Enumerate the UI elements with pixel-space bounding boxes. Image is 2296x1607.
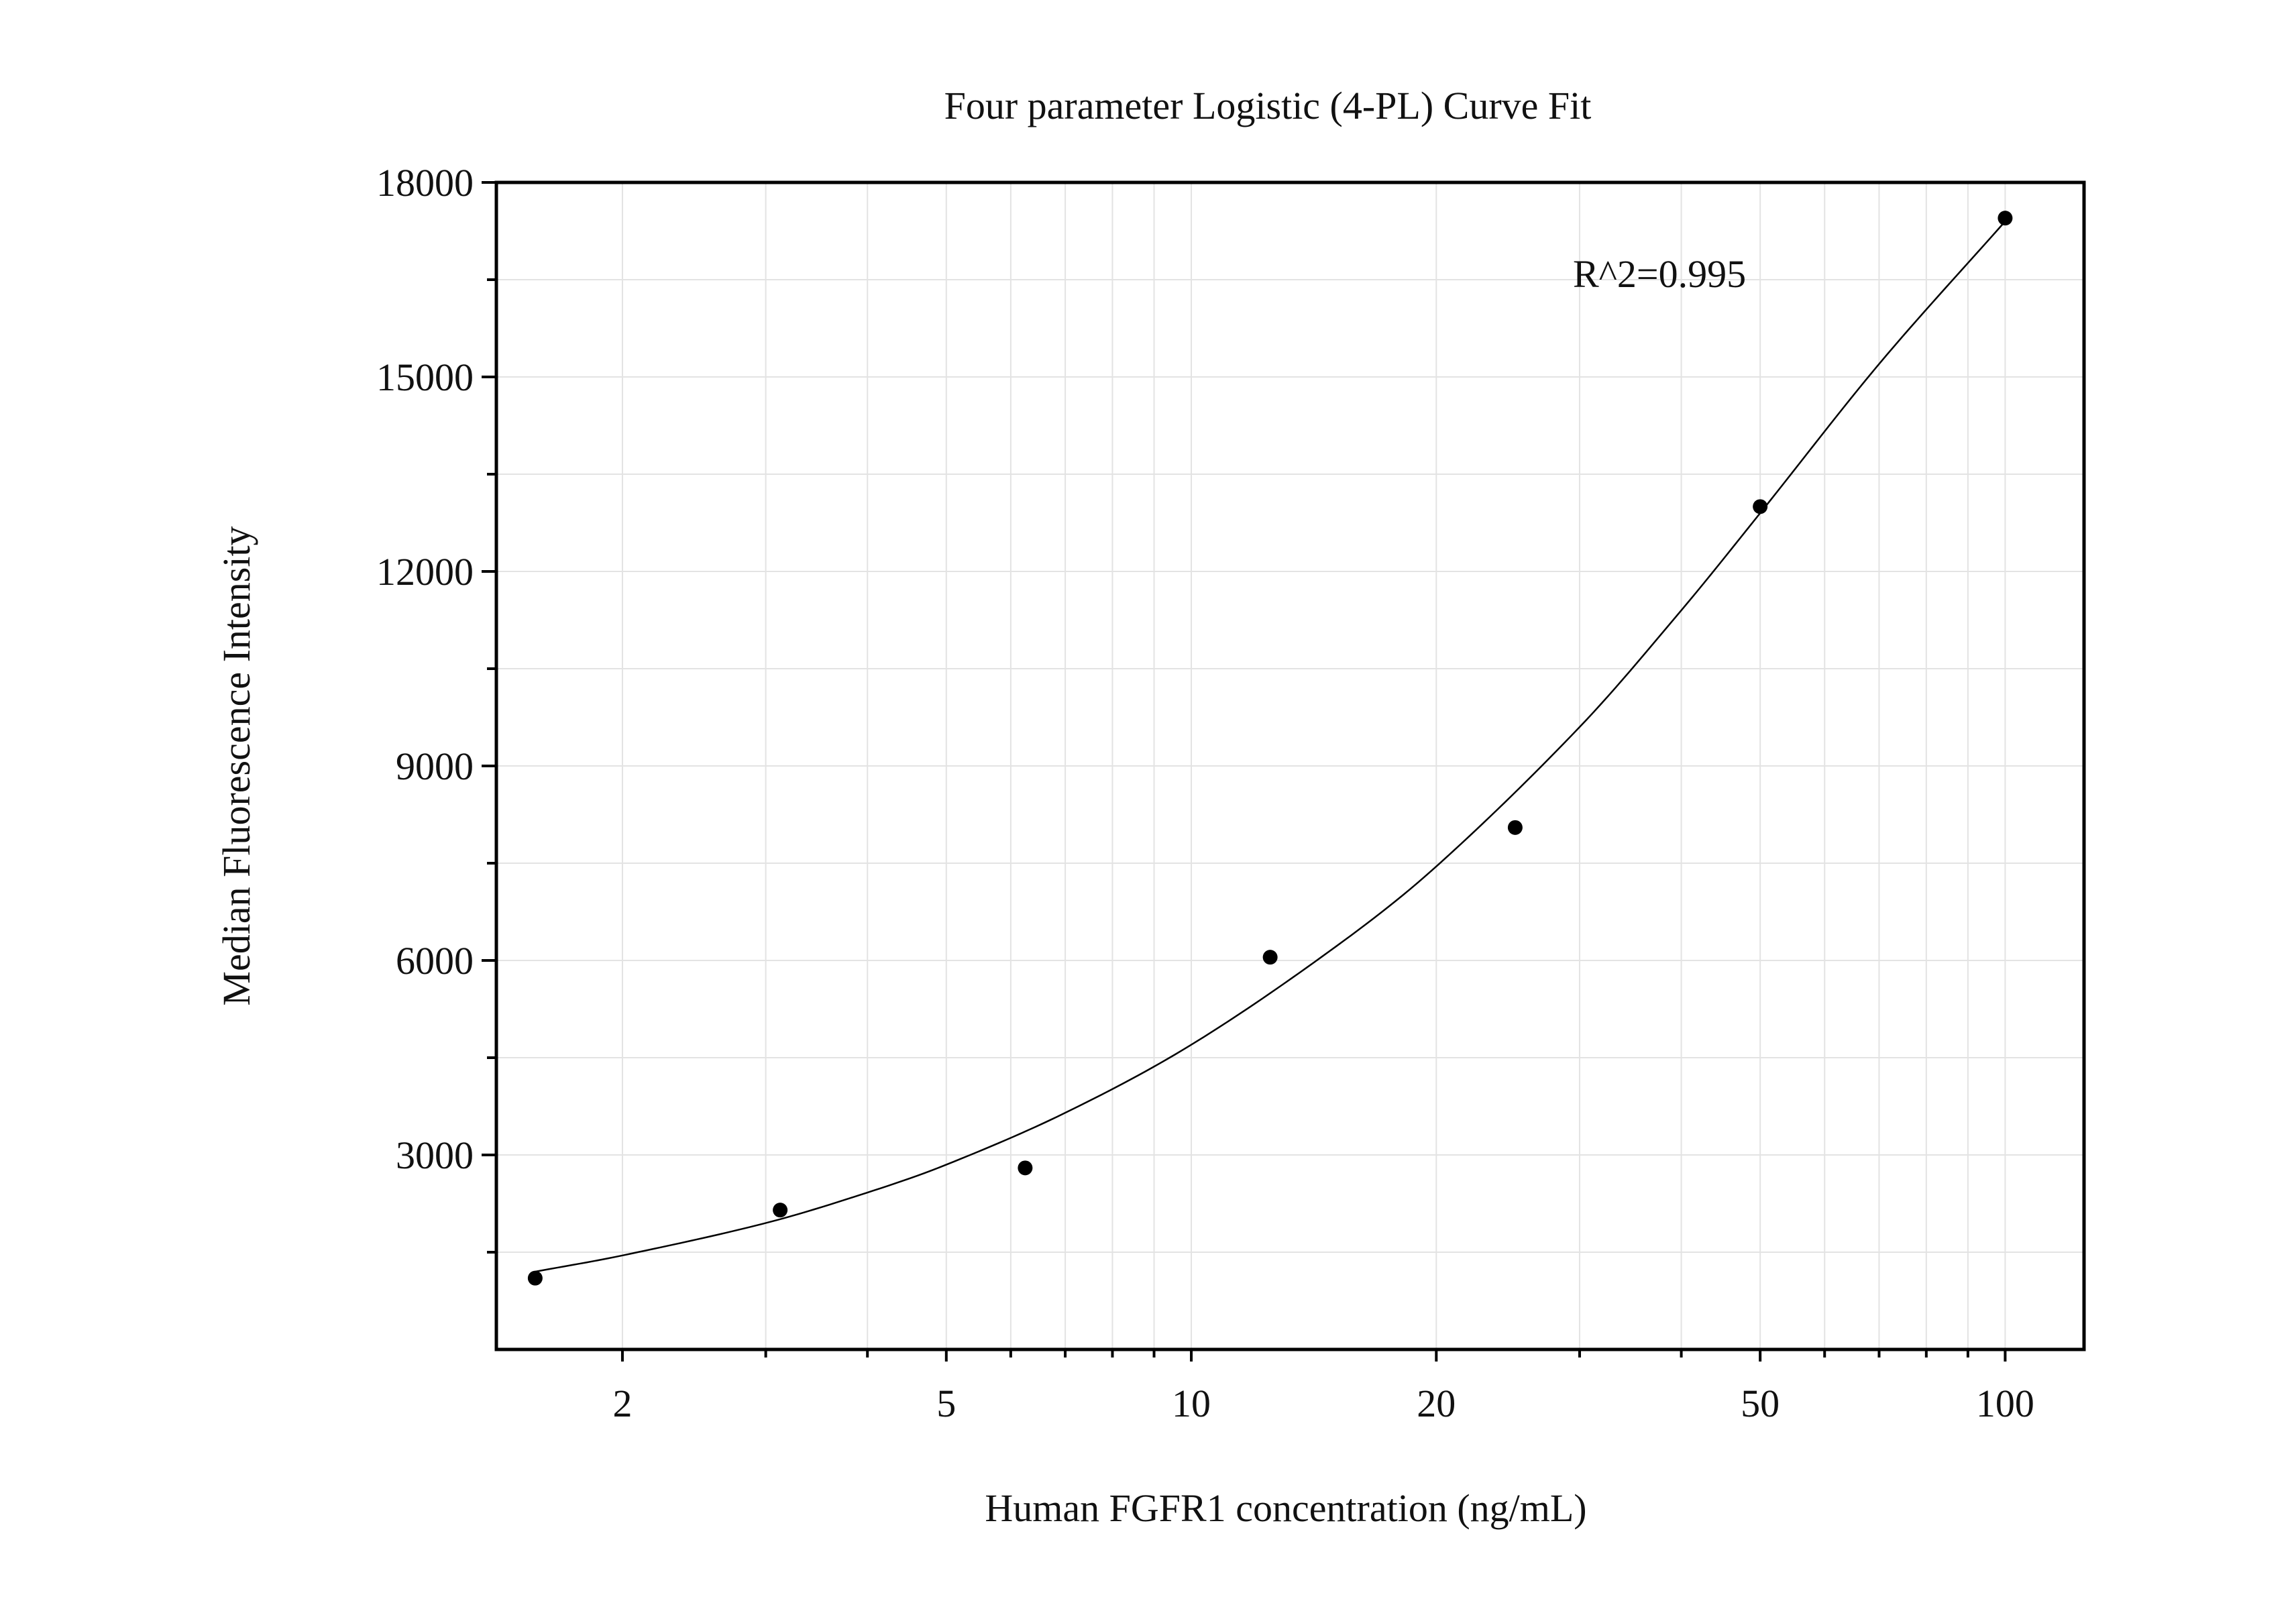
data-point [1262, 950, 1278, 965]
data-points [527, 211, 2013, 1286]
chart-title: Four parameter Logistic (4-PL) Curve Fit [944, 84, 1592, 127]
y-tick-label: 9000 [396, 744, 474, 788]
axis-ticks [482, 181, 2007, 1362]
data-point [1753, 499, 1768, 514]
data-point [1998, 211, 2013, 226]
x-tick-label: 100 [1976, 1382, 2034, 1425]
x-tick-label: 20 [1417, 1382, 1456, 1425]
data-point [773, 1203, 788, 1218]
y-tick-label: 18000 [376, 161, 474, 205]
x-tick-label: 2 [612, 1382, 632, 1425]
r-squared-annotation: R^2=0.995 [1573, 252, 1746, 296]
y-axis-label: Median Fluorescence Intensity [215, 526, 258, 1005]
x-tick-label: 5 [936, 1382, 956, 1425]
y-tick-label: 3000 [396, 1133, 474, 1177]
x-axis-label: Human FGFR1 concentration (ng/mL) [985, 1486, 1586, 1530]
y-tick-label: 15000 [376, 355, 474, 399]
x-tick-label: 10 [1172, 1382, 1211, 1425]
y-tick-label: 12000 [376, 550, 474, 594]
data-point [1507, 820, 1523, 835]
y-tick-label: 6000 [396, 939, 474, 983]
axis-tick-labels: 2 5 10 20 50 100 3000 6000 9000 12000 15000 18000 [376, 161, 2034, 1425]
data-point [527, 1270, 543, 1286]
x-tick-label: 50 [1741, 1382, 1780, 1425]
grid-lines [496, 182, 2084, 1349]
data-point [1018, 1160, 1033, 1176]
